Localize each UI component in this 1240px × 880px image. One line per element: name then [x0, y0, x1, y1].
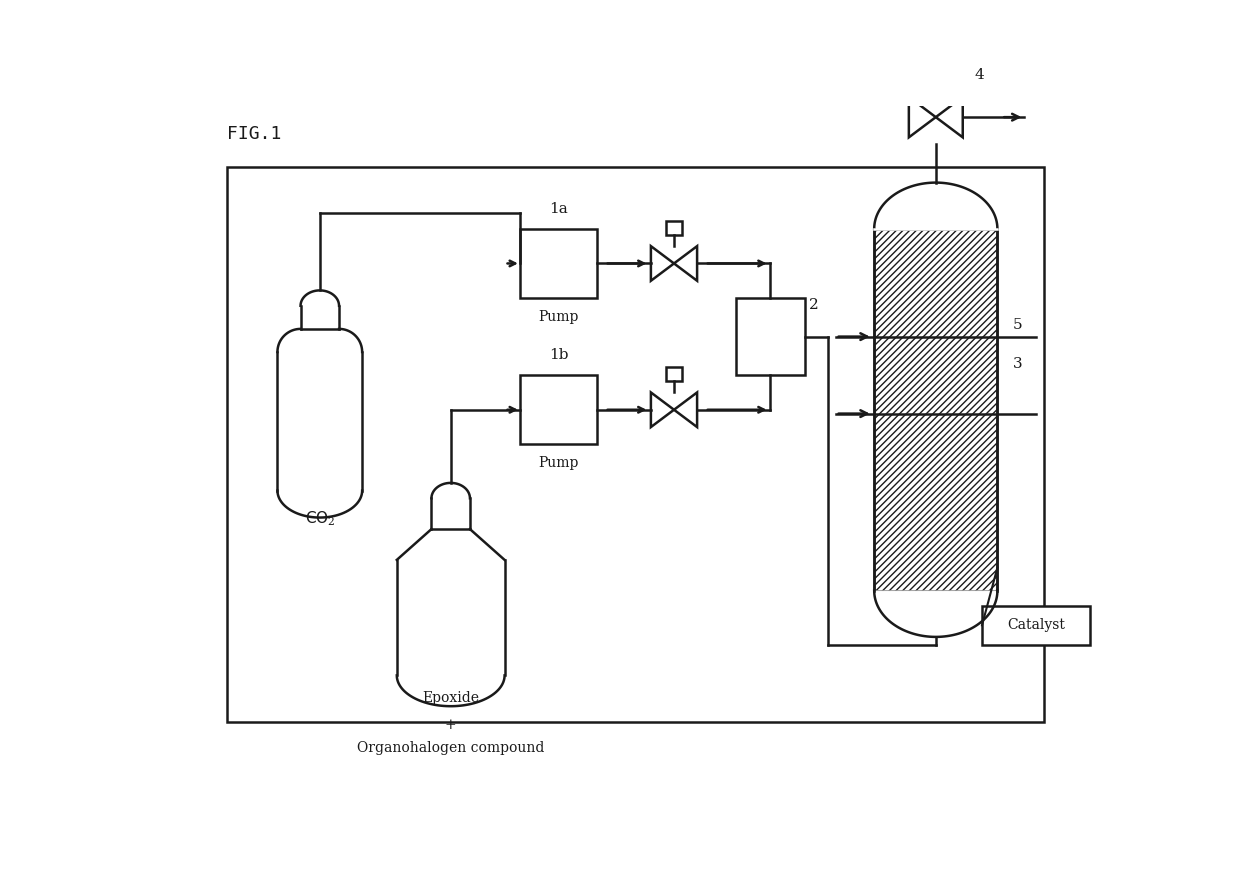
Bar	[666, 367, 682, 381]
Text: Organohalogen compound: Organohalogen compound	[357, 741, 544, 755]
Bar	[874, 229, 997, 590]
Text: Pump: Pump	[538, 310, 579, 324]
Text: 1a: 1a	[549, 202, 568, 216]
Text: +: +	[445, 718, 456, 732]
Text: 4: 4	[975, 68, 985, 82]
Text: Catalyst: Catalyst	[1007, 619, 1065, 633]
Bar	[520, 375, 596, 444]
Bar	[735, 298, 805, 375]
Text: 2: 2	[808, 298, 818, 312]
Bar	[520, 229, 596, 298]
Text: 3: 3	[1013, 356, 1023, 370]
Text: Pump: Pump	[538, 456, 579, 470]
Text: 1b: 1b	[549, 348, 568, 363]
Text: 5: 5	[1013, 318, 1023, 332]
Bar	[666, 221, 682, 235]
Text: Epoxide: Epoxide	[422, 691, 479, 705]
Text: FIG.1: FIG.1	[227, 125, 281, 143]
Text: CO$_2$: CO$_2$	[305, 510, 335, 528]
Bar	[982, 606, 1090, 644]
Bar	[227, 167, 1044, 722]
